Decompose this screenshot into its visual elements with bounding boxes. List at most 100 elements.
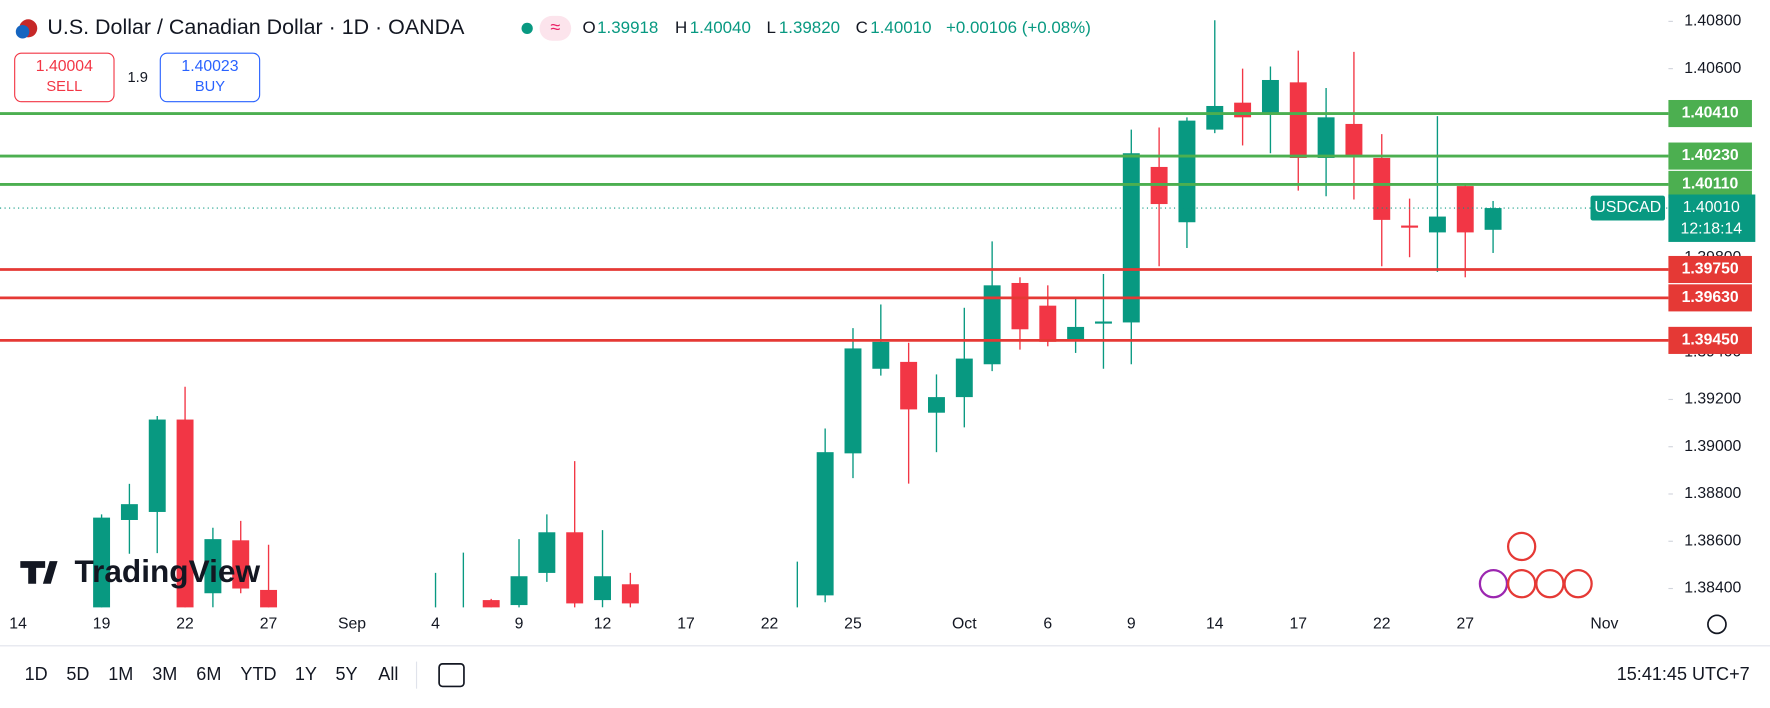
status-pill [539,15,572,41]
level-label-box [1668,255,1752,284]
candle-body [1484,208,1502,230]
candle-body [1401,225,1419,228]
range-button[interactable]: YTD [240,664,276,684]
candle-body [1067,326,1085,341]
symbol-title: U.S. Dollar / Canadian Dollar · 1D · OAN… [47,15,465,39]
event-icon[interactable] [1478,569,1509,599]
plot-area [93,20,1502,608]
x-tick-label: 9 [1127,616,1136,633]
candle-body [1317,117,1335,158]
y-tick-label: 1.38800 [1684,485,1741,502]
x-tick-label: 14 [1206,616,1224,633]
candle-body [1345,123,1363,156]
ohlc-value: 1.40040 [690,18,751,37]
candle-body [1178,120,1196,223]
level-label: 1.39750 [1682,261,1739,278]
y-tick-label: 1.40800 [1684,13,1741,30]
candle-body [1011,282,1029,330]
candle-body [204,539,222,594]
replay-icon[interactable] [438,663,465,688]
candle-body [1122,153,1140,323]
ohlc-value: 1.39918 [597,18,658,37]
x-tick-label: Nov [1590,616,1618,633]
range-button[interactable]: All [378,664,398,684]
y-tick-label: 1.38400 [1684,580,1741,597]
countdown: 12:18:14 [1681,221,1743,238]
candle-body [1206,105,1224,130]
event-icon[interactable] [1506,531,1537,562]
y-tick-label: 1.39000 [1684,438,1741,455]
candle-body [260,589,278,608]
buy-price: 1.40023 [181,58,238,75]
buy-button[interactable] [159,52,261,103]
logo-mark [20,561,58,584]
range-button[interactable]: 1M [108,664,133,684]
range-button[interactable]: 1Y [295,664,317,684]
range-button[interactable]: 5D [66,664,89,684]
x-tick-label: 22 [176,616,194,633]
x-tick-label: 22 [1373,616,1391,633]
candle-body [844,348,862,454]
level-label-box [1668,99,1752,128]
level-label-box [1668,170,1752,198]
candle-body [1039,305,1057,342]
candle-body [621,584,639,604]
candle-body [983,285,1001,365]
settings-icon[interactable] [1707,614,1727,635]
x-tick-label: 12 [594,616,612,633]
level-label: 1.40410 [1682,105,1739,122]
x-tick-label: 22 [761,616,779,633]
candle-body [1094,321,1112,324]
flag-icon [15,24,30,39]
status-icon: ≈ [550,17,560,37]
event-icon[interactable] [1563,569,1593,599]
x-tick-label: 14 [9,616,27,633]
ohlc-value: 1.39820 [779,18,840,37]
candle-body [1456,186,1474,233]
candle-body [594,576,611,601]
candle-body [872,341,890,369]
x-tick-label: 6 [1043,616,1052,633]
level-label: 1.39450 [1682,332,1739,349]
level-label: 1.40230 [1682,147,1739,164]
y-tick-label: 1.40600 [1684,60,1741,77]
x-tick-label: 17 [1289,616,1307,633]
range-button[interactable]: 6M [196,664,221,684]
candle-body [955,358,973,398]
y-tick-label: 1.38600 [1684,532,1741,549]
level-label-box [1668,142,1752,170]
sell-button[interactable] [14,52,115,103]
x-tick-label: 27 [1456,616,1474,633]
spread: 1.9 [128,70,148,86]
candle-body [148,419,166,512]
buy-label: BUY [195,79,225,95]
level-label-box [1668,326,1752,354]
event-icon[interactable] [1506,569,1537,599]
range-button[interactable]: 1D [25,664,48,684]
ohlc-key: L [766,18,775,37]
x-tick-label: 17 [677,616,695,633]
sell-label: SELL [46,79,82,95]
candle-body [538,532,556,573]
x-tick-label: Oct [952,616,977,633]
ohlc-key: O [582,18,595,37]
event-icon[interactable] [1535,569,1565,599]
symbol-label: USDCAD [1594,199,1661,216]
level-label: 1.39630 [1682,289,1739,306]
candle-body [816,452,834,596]
symbol-box [1590,195,1666,221]
y-tick-label: 1.39200 [1684,391,1741,408]
candle-body [900,361,918,410]
current-price-label: 1.40010 [1683,199,1740,216]
range-button[interactable]: 5Y [336,664,358,684]
candle-body [928,397,945,413]
current-price-box [1668,194,1756,242]
candle-body [176,419,194,608]
range-button[interactable]: 3M [152,664,177,684]
candle-body [510,576,528,606]
candle-body [1428,216,1446,233]
x-tick-label: 27 [260,616,278,633]
status-dot [521,22,533,34]
logo-text: TradingView [75,553,261,589]
